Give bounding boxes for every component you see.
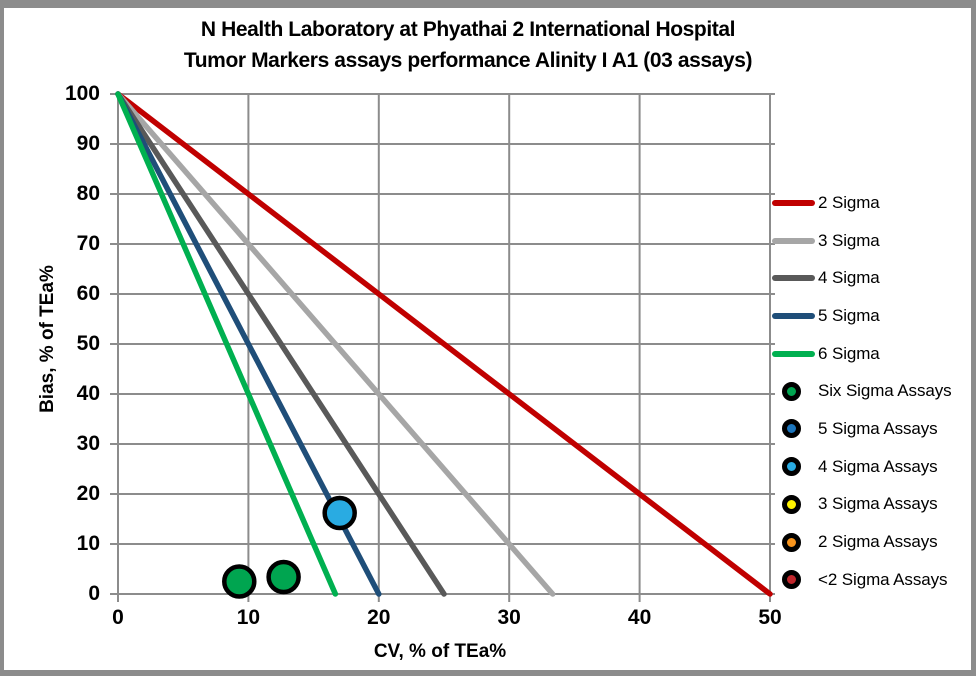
x-tick-label-30: 30 <box>497 606 521 629</box>
legend-label: Six Sigma Assays <box>818 381 952 401</box>
sigma-line-6-sigma <box>115 91 339 597</box>
y-tick-label-50: 50 <box>76 332 100 355</box>
y-tick-label-70: 70 <box>76 232 100 255</box>
legend-marker-under-2-sigma-assays <box>782 570 801 590</box>
y-tick-label-30: 30 <box>76 432 100 455</box>
legend-item-3-sigma-line: 3 Sigma <box>772 222 971 260</box>
legend-label: <2 Sigma Assays <box>818 569 948 589</box>
legend-marker-4-sigma-assays <box>782 457 801 477</box>
legend-item-4-sigma-assays: 4 Sigma Assays <box>772 448 971 486</box>
legend-label: 2 Sigma Assays <box>818 532 938 552</box>
legend-label: 3 Sigma Assays <box>818 494 938 514</box>
sigma-line-3-sigma <box>115 91 556 597</box>
assay-point-4-sigma-assays <box>322 495 357 531</box>
legend-item-6-sigma-line: 6 Sigma <box>772 335 971 373</box>
legend-line-swatch-3-sigma <box>772 237 815 244</box>
y-tick-label-20: 20 <box>76 482 100 505</box>
y-tick-label-100: 100 <box>64 82 100 105</box>
legend-label: 6 Sigma <box>818 343 880 363</box>
y-tick-label-10: 10 <box>76 532 100 555</box>
y-tick-label-80: 80 <box>76 182 100 205</box>
legend-label: 3 Sigma <box>818 230 880 250</box>
legend-item-4-sigma-line: 4 Sigma <box>772 259 971 297</box>
assay-point-six-sigma-assays <box>222 564 257 599</box>
sigma-line-4-sigma <box>115 91 447 597</box>
x-tick-label-20: 20 <box>367 606 391 629</box>
chart-title: N Health Laboratory at Phyathai 2 Intern… <box>28 14 908 76</box>
y-tick-label-0: 0 <box>88 582 100 605</box>
x-axis-title: CV, % of TEa% <box>373 641 507 662</box>
legend-item-under-2-sigma-assays: <2 Sigma Assays <box>772 561 971 599</box>
legend-line-swatch-4-sigma <box>772 275 815 282</box>
x-tick-label-0: 0 <box>112 606 124 629</box>
y-tick-label-90: 90 <box>76 132 100 155</box>
legend-label: 2 Sigma <box>818 192 880 212</box>
chart-title-line2: Tumor Markers assays performance Alinity… <box>183 49 753 72</box>
y-tick-label-40: 40 <box>76 382 100 405</box>
legend-marker-3-sigma-assays <box>782 494 801 514</box>
x-tick-label-40: 40 <box>627 606 652 629</box>
legend-label: 4 Sigma Assays <box>818 456 938 476</box>
legend-label: 4 Sigma <box>818 268 880 288</box>
legend-line-swatch-2-sigma <box>772 199 815 206</box>
assay-point-six-sigma-assays <box>266 559 301 595</box>
x-tick-label-50: 50 <box>758 606 782 629</box>
legend-label: 5 Sigma Assays <box>818 418 938 438</box>
legend-line-swatch-6-sigma <box>772 350 815 357</box>
legend-item-2-sigma-line: 2 Sigma <box>772 184 971 222</box>
legend-item-2-sigma-assays: 2 Sigma Assays <box>772 523 971 561</box>
sigma-line-2-sigma <box>115 91 773 597</box>
chart-title-line1: N Health Laboratory at Phyathai 2 Intern… <box>200 18 736 41</box>
legend-item-5-sigma-line: 5 Sigma <box>772 297 971 335</box>
legend-marker-5-sigma-assays <box>782 419 801 439</box>
legend-item-5-sigma-assays: 5 Sigma Assays <box>772 410 971 448</box>
legend: 2 Sigma 3 Sigma 4 Sigma 5 Sigma 6 Sigma … <box>772 184 971 599</box>
y-tick-label-60: 60 <box>76 282 100 305</box>
legend-item-six-sigma-assays: Six Sigma Assays <box>772 372 971 410</box>
plot-area <box>110 91 775 602</box>
x-tick-label-10: 10 <box>236 606 261 629</box>
legend-marker-six-sigma-assays <box>782 381 801 401</box>
legend-marker-2-sigma-assays <box>782 532 801 552</box>
legend-line-swatch-5-sigma <box>772 312 815 319</box>
legend-item-3-sigma-assays: 3 Sigma Assays <box>772 486 971 524</box>
legend-label: 5 Sigma <box>818 305 880 325</box>
